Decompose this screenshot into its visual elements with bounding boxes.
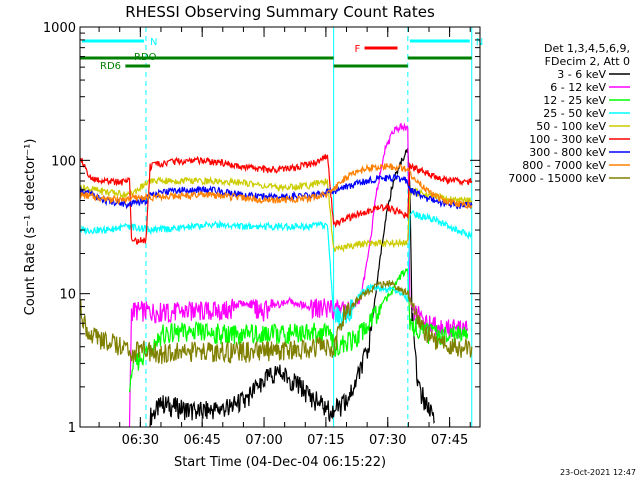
x-tick-label-3: 07:15 — [307, 433, 344, 448]
legend-label-5: 100 - 300 keV — [529, 133, 606, 146]
x-tick-label-5: 07:45 — [431, 433, 468, 448]
series-lines — [79, 122, 473, 428]
y-axis-label: Count Rate (s⁻¹ detector⁻¹) — [23, 139, 38, 316]
x-tick-label-0: 06:30 — [122, 433, 159, 448]
y-tick-label-2: 100 — [51, 154, 76, 169]
x-tick-label-2: 07:00 — [245, 433, 282, 448]
region-label-1: N — [476, 37, 483, 48]
y-tick-label-3: 1000 — [43, 21, 76, 36]
x-tick-label-4: 07:30 — [369, 433, 406, 448]
series-line-3 — [79, 209, 473, 329]
region-label-0: N — [150, 37, 157, 48]
legend-label-8: 7000 - 15000 keV — [508, 172, 606, 185]
series-line-0 — [149, 148, 436, 428]
x-axis-label: Start Time (04-Dec-04 06:15:22) — [174, 455, 386, 470]
series-line-5 — [79, 153, 473, 245]
status-bar-label-1: RD6 — [100, 61, 121, 72]
status-bars: RDO RD6 F — [80, 44, 472, 72]
series-line-4 — [79, 175, 473, 253]
status-bar-label-0: RDO — [134, 52, 157, 63]
legend-header-0: Det 1,3,4,5,6,9, — [544, 42, 630, 55]
series-line-1 — [128, 122, 469, 428]
legend-label-3: 25 - 50 keV — [543, 107, 606, 120]
series-line-2 — [128, 268, 469, 393]
axes: 1 10 100 1000 06:30 06:45 07:00 07:15 07:30 07:45 — [43, 21, 480, 448]
x-tick-label-1: 06:45 — [183, 433, 220, 448]
plot-frame — [79, 26, 481, 428]
y-tick-label-0: 1 — [68, 421, 76, 436]
legend-label-4: 50 - 100 keV — [536, 120, 606, 133]
legend-label-6: 300 - 800 keV — [529, 146, 606, 159]
legend-label-7: 800 - 7000 keV — [522, 159, 606, 172]
footer-date: 23-Oct-2021 12:47 — [560, 468, 636, 477]
legend-label-0: 3 - 6 keV — [557, 68, 606, 81]
legend-label-2: 12 - 25 keV — [543, 94, 606, 107]
chart-title: RHESSI Observing Summary Count Rates — [125, 3, 435, 21]
series-line-8 — [79, 279, 473, 365]
series-line-7 — [79, 162, 473, 210]
legend-label-1: 6 - 12 keV — [550, 81, 606, 94]
y-tick-label-1: 10 — [59, 288, 76, 303]
legend-header-1: FDecim 2, Att 0 — [545, 55, 630, 68]
status-bar-label-4: F — [355, 44, 361, 55]
legend: Det 1,3,4,5,6,9,FDecim 2, Att 03 - 6 keV… — [508, 42, 630, 185]
